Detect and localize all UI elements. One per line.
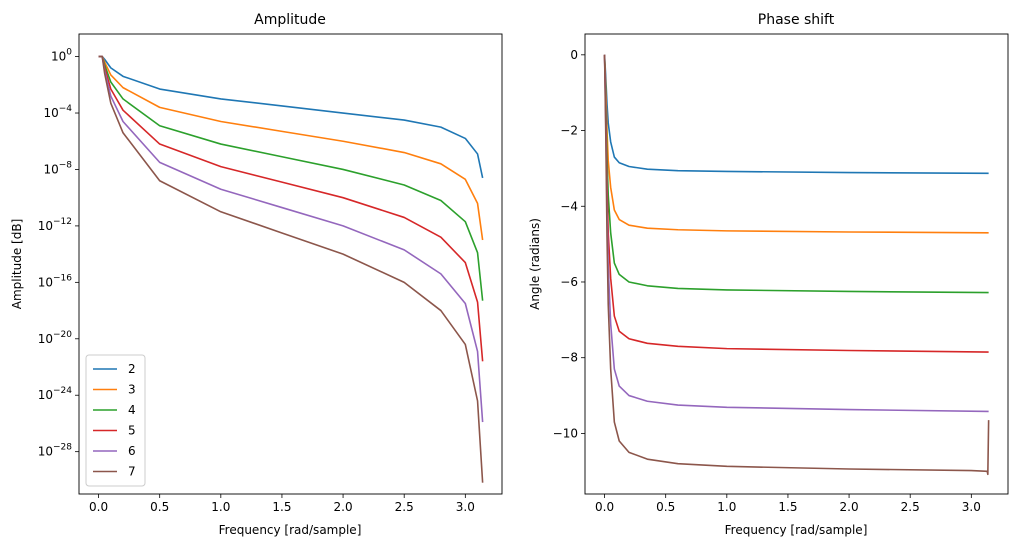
amplitude-y-tick-label: 10−20 [38, 330, 73, 346]
legend-label-4: 4 [128, 403, 136, 417]
phase-y-tick-label: −4 [560, 199, 578, 213]
amplitude-y-tick-label: 10−28 [38, 443, 73, 459]
phase-x-tick-label: 1.0 [717, 500, 736, 514]
amplitude-y-tick-label: 10−16 [38, 273, 73, 289]
phase-x-tick-label: 3.0 [962, 500, 981, 514]
amplitude-y-tick-label: 10−8 [43, 160, 72, 176]
phase-x-axis-label: Frequency [rad/sample] [725, 523, 868, 537]
phase-panel: Phase shift 0.0 0.5 1.0 1.5 2.0 2.5 3.0 0 −2 −4 −6… [528, 12, 1009, 537]
amplitude-legend: 2 3 4 5 6 7 [85, 354, 146, 487]
amplitude-series-2 [98, 55, 484, 179]
amplitude-axes-frame [78, 33, 503, 495]
amplitude-series-4 [98, 55, 484, 301]
amplitude-x-tick-label: 1.0 [211, 500, 230, 514]
amplitude-y-axis-label: Amplitude [dB] [10, 219, 24, 310]
phase-x-tick-label: 2.5 [901, 500, 920, 514]
phase-x-tick-label: 2.0 [840, 500, 859, 514]
phase-y-tick-label: 0 [570, 48, 578, 62]
amplitude-series-3 [98, 55, 484, 241]
amplitude-series-5 [98, 55, 484, 362]
amplitude-y-tick-label: 10−24 [38, 386, 73, 402]
legend-label-3: 3 [128, 383, 136, 397]
amplitude-y-tick-label: 10−12 [38, 217, 72, 233]
legend-label-5: 5 [128, 424, 136, 438]
phase-axes-frame [584, 33, 1009, 495]
phase-x-tick-label: 0.0 [595, 500, 614, 514]
phase-y-tick-label: −10 [553, 426, 578, 440]
legend-label-7: 7 [128, 465, 136, 479]
phase-y-tick-label: −2 [560, 124, 578, 138]
amplitude-y-tick-label: 10−4 [43, 104, 72, 120]
amplitude-x-tick-label: 2.5 [395, 500, 414, 514]
phase-title: Phase shift [758, 12, 835, 28]
phase-y-tick-label: −6 [560, 275, 578, 289]
amplitude-x-axis-label: Frequency [rad/sample] [219, 523, 362, 537]
amplitude-y-tick-label: 100 [51, 48, 72, 64]
amplitude-title: Amplitude [254, 12, 326, 28]
legend-label-6: 6 [128, 444, 136, 458]
phase-x-tick-label: 1.5 [778, 500, 797, 514]
amplitude-x-tick-label: 1.5 [272, 500, 291, 514]
phase-y-tick-label: −8 [560, 351, 578, 365]
phase-x-tick-label: 0.5 [656, 500, 675, 514]
phase-series-7 [603, 54, 990, 476]
amplitude-x-tick-label: 3.0 [456, 500, 475, 514]
amplitude-series-7 [98, 55, 484, 483]
amplitude-x-tick-label: 0.5 [150, 500, 169, 514]
amplitude-x-tick-label: 2.0 [334, 500, 353, 514]
amplitude-panel: Amplitude 0.0 0.5 1.0 1.5 2.0 2.5 3.0 100 10−4 10… [10, 12, 503, 537]
amplitude-x-tick-label: 0.0 [89, 500, 108, 514]
phase-y-axis-label: Angle (radians) [528, 218, 542, 310]
legend-label-2: 2 [128, 362, 136, 376]
